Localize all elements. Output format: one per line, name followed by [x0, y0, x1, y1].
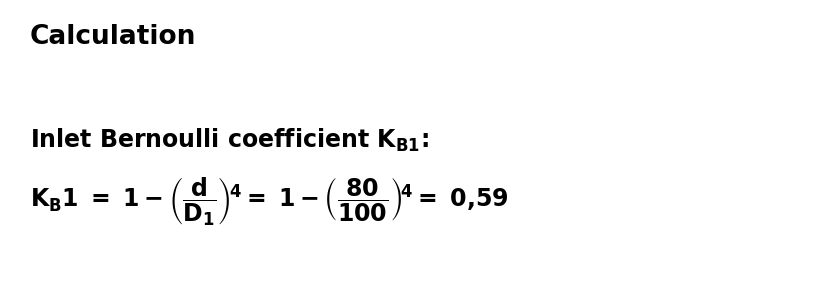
Text: $\mathbf{K_B1 \ = \ 1 - \left(\dfrac{d}{D_1}\right)^{\!4} = \ 1 - \left(\dfrac{8: $\mathbf{K_B1 \ = \ 1 - \left(\dfrac{d}{…	[30, 176, 509, 228]
Text: Inlet Bernoulli coefficient $\mathbf{K_{B1}}$:: Inlet Bernoulli coefficient $\mathbf{K_{…	[30, 127, 429, 154]
Text: Calculation: Calculation	[30, 24, 197, 50]
